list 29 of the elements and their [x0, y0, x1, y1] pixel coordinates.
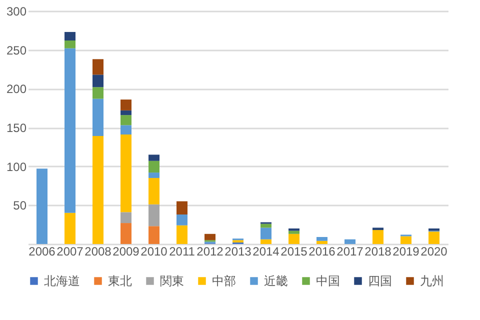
legend-label: 関東: [160, 274, 184, 288]
x-tick-label: 2011: [169, 244, 196, 258]
x-tick-label: 2014: [252, 244, 280, 258]
legend-label: 近畿: [264, 274, 288, 288]
legend-label: 九州: [420, 274, 444, 288]
x-tick-label: 2012: [196, 244, 224, 258]
x-tick-label: 2016: [308, 244, 336, 258]
x-tick-label: 2013: [224, 244, 252, 258]
x-tick-label: 2017: [336, 244, 364, 258]
legend-label: 中国: [316, 274, 340, 288]
x-tick-label: 2018: [364, 244, 392, 258]
x-tick-label: 2010: [140, 244, 168, 258]
y-tick-label: 300: [6, 4, 27, 18]
x-tick-label: 2015: [280, 244, 308, 258]
y-tick-label: 100: [6, 160, 27, 174]
x-tick-label: 2006: [28, 244, 56, 258]
x-tick-label: 2019: [392, 244, 420, 258]
legend-label: 東北: [108, 274, 132, 288]
y-tick-label: 250: [6, 43, 27, 58]
x-tick-label: 2020: [420, 244, 448, 258]
x-tick-label: 2008: [84, 244, 112, 258]
x-tick-label: 2009: [112, 244, 140, 258]
x-tick-label: 2007: [56, 244, 84, 258]
y-tick-label: 150: [6, 121, 27, 135]
y-tick-label: 200: [6, 82, 27, 96]
legend-label: 北海道: [44, 274, 80, 288]
legend-label: 四国: [368, 274, 392, 288]
y-tick-label: 50: [13, 198, 27, 213]
legend-label: 中部: [212, 274, 236, 288]
